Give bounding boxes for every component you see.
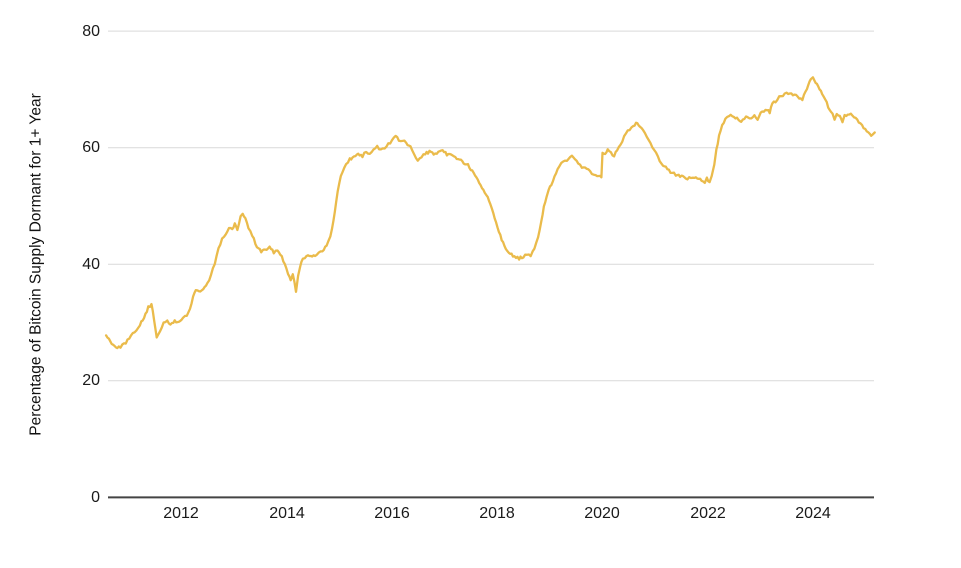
- x-tick-label-2014: 2014: [269, 505, 305, 522]
- gridlines: [108, 30, 874, 499]
- x-tick-label-2024: 2024: [795, 505, 831, 522]
- x-tick-label-2016: 2016: [374, 505, 410, 522]
- y-tick-label-0: 0: [91, 489, 100, 506]
- x-tick-label-2012: 2012: [163, 505, 199, 522]
- y-tick-label-20: 20: [82, 372, 100, 389]
- x-tick-label-2022: 2022: [690, 505, 726, 522]
- y-tick-label-60: 60: [82, 139, 100, 156]
- y-tick-label-40: 40: [82, 256, 100, 273]
- y-tick-label-80: 80: [82, 23, 100, 40]
- series-line: [104, 76, 876, 350]
- x-tick-label-2018: 2018: [479, 505, 515, 522]
- x-tick-label-2020: 2020: [584, 505, 620, 522]
